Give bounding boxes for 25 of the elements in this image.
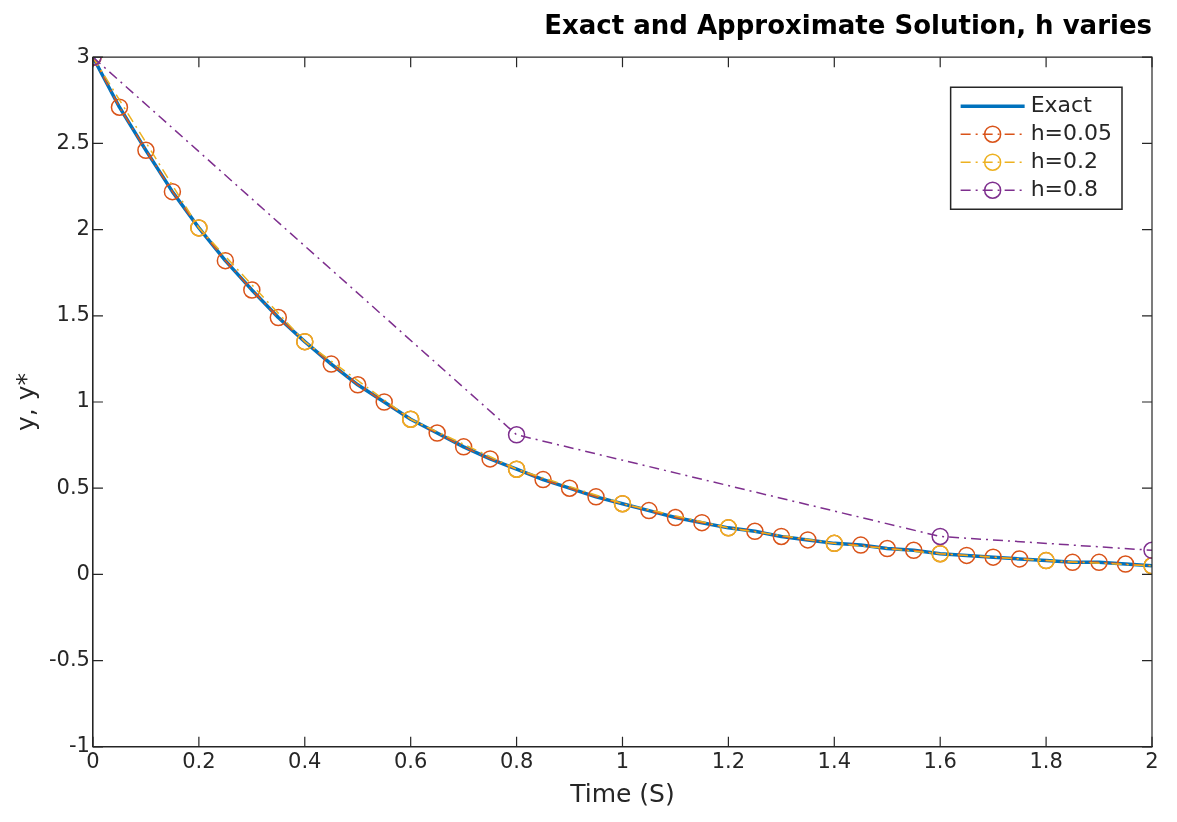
y-tick-label: 3 [76,43,90,68]
x-tick-label: 0.6 [393,748,428,773]
y-tick-label: 1 [76,388,90,413]
y-tick-label: 0 [76,560,90,585]
legend-label: Exact [1030,91,1093,117]
y-tick-label: 2.5 [56,129,90,154]
x-tick-label: 0.2 [182,748,216,773]
y-tick-label: -0.5 [48,647,90,672]
x-tick-label: 0.4 [288,748,322,773]
x-tick-label: 1.8 [1029,748,1063,773]
y-axis-title: y, y* [10,373,40,431]
chart-title: Exact and Approximate Solution, h varies [544,10,1152,41]
x-tick-label: 0.8 [499,748,534,773]
y-tick-label: 0.5 [56,474,90,499]
x-axis-title: Time (S) [569,778,675,808]
legend-label: h=0.2 [1030,147,1099,173]
x-tick-label: 1.4 [817,748,851,773]
y-tick-label: 2 [76,216,90,241]
x-tick-label: 1 [615,748,630,773]
y-tick-label: 1.5 [56,302,90,327]
x-tick-label: 1.2 [711,748,746,773]
x-tick-label: 1.6 [923,748,957,773]
x-tick-label: 2 [1145,748,1159,773]
legend-label: h=0.05 [1030,119,1113,145]
legend-label: h=0.8 [1030,175,1099,201]
